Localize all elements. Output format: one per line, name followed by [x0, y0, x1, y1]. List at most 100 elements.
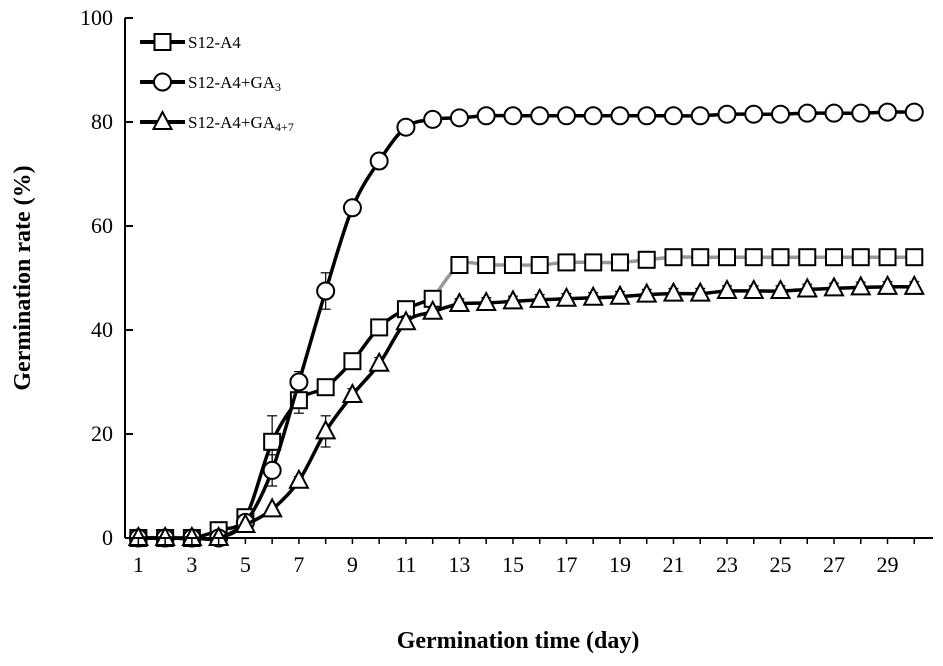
y-tick-label: 40 — [91, 317, 113, 342]
data-point-triangle — [769, 278, 792, 299]
axes: Germination time (day) Germination rate … — [10, 5, 933, 654]
data-point-triangle — [743, 278, 765, 299]
data-point-triangle — [582, 285, 604, 306]
data-point-circle — [663, 106, 683, 126]
data-point-square — [584, 253, 603, 272]
data-point-circle — [316, 281, 336, 301]
data-point-circle — [449, 108, 469, 128]
y-tick-label: 20 — [91, 421, 113, 446]
data-point-square — [691, 248, 710, 267]
data-point-triangle — [555, 286, 578, 307]
data-point-square — [530, 256, 549, 274]
data-point-triangle — [636, 282, 658, 303]
data-point-square — [316, 378, 335, 397]
x-tick-label: 15 — [502, 552, 524, 577]
data-point-triangle — [662, 281, 685, 302]
data-point-square — [717, 248, 736, 267]
y-tick-label: 100 — [80, 5, 113, 30]
data-point-triangle — [315, 419, 337, 440]
data-point-triangle — [823, 276, 845, 297]
x-tick-label: 27 — [823, 552, 845, 577]
data-point-triangle — [796, 277, 818, 298]
data-point-circle — [851, 103, 871, 123]
data-point-circle — [423, 109, 443, 129]
data-point-circle — [770, 104, 790, 124]
y-tick-label: 80 — [91, 109, 113, 134]
x-tick-label: 11 — [395, 552, 416, 577]
data-point-circle — [369, 151, 389, 171]
x-tick-label: 3 — [186, 552, 197, 577]
data-point-circle — [637, 106, 657, 126]
data-point-square — [477, 256, 496, 274]
data-point-square — [637, 250, 656, 269]
y-tick-label: 0 — [102, 525, 113, 550]
data-point-circle — [289, 372, 309, 392]
data-point-square — [450, 256, 469, 274]
data-point-square — [664, 248, 683, 267]
data-point-circle — [476, 106, 496, 126]
data-point-circle — [583, 106, 603, 126]
data-point-triangle — [341, 382, 364, 403]
x-tick-label: 13 — [448, 552, 470, 577]
series-triangle — [127, 274, 925, 546]
data-point-square — [771, 248, 790, 267]
data-point-triangle — [529, 287, 551, 308]
data-point-triangle — [716, 278, 738, 299]
legend: S12-A4 S12-A4+GA3 S12-A4+GA4+7 — [140, 33, 294, 134]
data-point-square — [744, 248, 763, 267]
data-point-circle — [556, 106, 576, 126]
data-point-circle — [878, 102, 898, 122]
x-tick-label: 23 — [716, 552, 738, 577]
data-point-square — [878, 248, 897, 267]
data-point-circle — [503, 106, 523, 126]
x-tick-label: 5 — [240, 552, 251, 577]
x-tick-label: 7 — [293, 552, 304, 577]
data-point-square — [263, 432, 282, 451]
data-point-triangle — [876, 274, 899, 295]
data-point-circle — [690, 106, 710, 126]
y-axis-title: Germination rate (%) — [10, 165, 36, 390]
data-point-triangle — [475, 290, 497, 311]
data-point-square — [798, 248, 817, 267]
data-point-triangle — [261, 497, 283, 518]
legend-marker-circle — [153, 72, 172, 92]
data-point-triangle — [502, 289, 524, 310]
data-point-triangle — [127, 525, 150, 546]
data-point-square — [825, 248, 844, 267]
data-point-circle — [342, 198, 362, 218]
legend-label: S12-A4+GA4+7 — [188, 113, 294, 134]
data-point-square — [851, 248, 870, 267]
data-point-square — [503, 256, 522, 274]
y-tick-label: 60 — [91, 213, 113, 238]
x-tick-label: 21 — [662, 552, 684, 577]
data-point-triangle — [395, 310, 417, 331]
legend-marker-triangle — [151, 109, 174, 130]
data-point-circle — [610, 106, 630, 126]
data-point-triangle — [448, 291, 471, 312]
data-point-circle — [530, 106, 550, 126]
data-point-square — [610, 253, 629, 272]
data-point-circle — [262, 460, 282, 480]
x-tick-label: 19 — [609, 552, 631, 577]
data-point-triangle — [850, 275, 872, 296]
x-tick-label: 29 — [877, 552, 899, 577]
data-point-triangle — [903, 274, 925, 295]
legend-marker-square — [153, 33, 172, 51]
legend-label: S12-A4 — [188, 33, 241, 52]
x-tick-label: 9 — [347, 552, 358, 577]
data-point-triangle — [422, 299, 444, 320]
data-point-triangle — [234, 512, 257, 533]
data-point-triangle — [689, 281, 711, 302]
data-point-circle — [904, 102, 924, 122]
data-point-square — [557, 253, 576, 272]
data-point-square — [343, 352, 362, 371]
data-point-triangle — [181, 525, 203, 546]
data-point-circle — [744, 104, 764, 124]
data-point-square — [905, 248, 924, 267]
legend-label: S12-A4+GA3 — [188, 73, 281, 94]
data-point-circle — [824, 103, 844, 123]
data-point-circle — [797, 103, 817, 123]
x-axis-title: Germination time (day) — [397, 628, 640, 654]
data-point-triangle — [368, 351, 390, 372]
